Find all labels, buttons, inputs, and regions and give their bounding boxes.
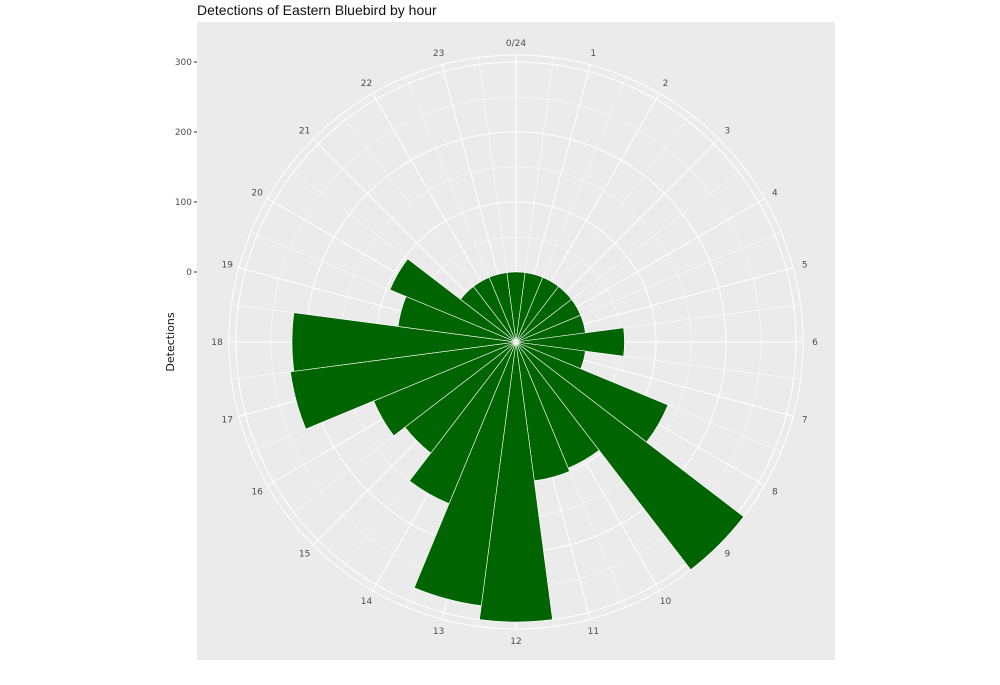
bar-hour-17 <box>290 341 517 430</box>
angle-tick-label: 16 <box>251 488 263 498</box>
angle-tick-label: 14 <box>361 597 373 607</box>
y-tick-label: 300 <box>175 58 192 68</box>
y-tick-label: 200 <box>175 128 192 138</box>
bar-hour-9 <box>515 341 745 571</box>
angle-tick-label: 12 <box>510 637 521 647</box>
angle-tick-label: 5 <box>802 261 808 271</box>
bar-hour-13 <box>413 341 517 607</box>
chart-title: Detections of Eastern Bluebird by hour <box>197 2 437 18</box>
angle-tick-label: 18 <box>211 338 223 348</box>
angle-tick-label: 22 <box>361 79 372 89</box>
angle-tick-label: 19 <box>221 261 233 271</box>
bar-layer <box>290 258 745 623</box>
angle-tick-label: 3 <box>725 127 731 137</box>
y-axis-title: Detections <box>164 312 177 371</box>
bar-hour-12 <box>479 341 553 623</box>
angle-tick-label: 8 <box>772 488 778 498</box>
angle-tick-label: 21 <box>299 127 310 137</box>
bar-hour-18 <box>291 312 517 372</box>
angle-tick-label: 4 <box>772 189 778 199</box>
y-tick-label: 0 <box>186 268 192 278</box>
bar-hour-20 <box>389 258 517 343</box>
bar-hour-6 <box>515 327 625 357</box>
angle-tick-label: 0/24 <box>506 39 526 49</box>
angle-tick-label: 7 <box>802 415 808 425</box>
angle-tick-label: 6 <box>812 338 818 348</box>
angle-tick-label: 13 <box>433 627 444 637</box>
angle-labels: 0/24123456789101112131415161718192021222… <box>211 39 818 647</box>
angle-tick-label: 1 <box>591 49 597 59</box>
y-axis: 0 100 200 300 <box>175 58 197 278</box>
bar-hour-23 <box>488 272 517 343</box>
angle-tick-label: 10 <box>660 597 672 607</box>
angle-tick-label: 23 <box>433 49 444 59</box>
bar-hour-14 <box>409 341 517 505</box>
angle-tick-label: 9 <box>725 549 731 559</box>
angle-tick-label: 2 <box>663 79 669 89</box>
angle-tick-label: 20 <box>251 189 263 199</box>
angle-tick-label: 17 <box>221 415 232 425</box>
angle-tick-label: 15 <box>299 549 310 559</box>
y-tick-label: 100 <box>175 198 192 208</box>
angle-tick-label: 11 <box>588 627 599 637</box>
